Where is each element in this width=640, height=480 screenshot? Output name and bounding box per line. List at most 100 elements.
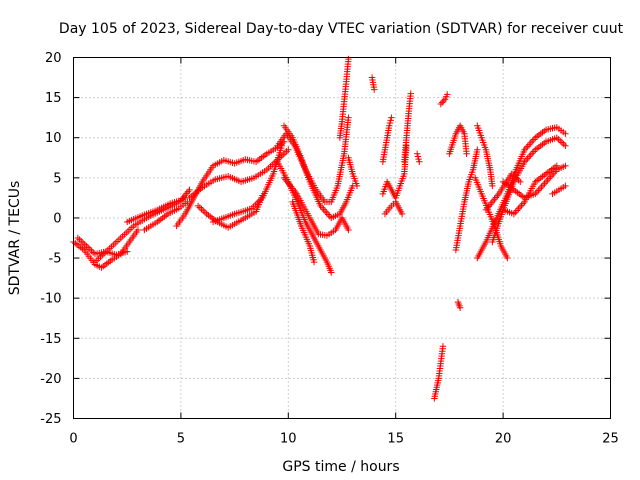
series-track-25 bbox=[446, 122, 470, 157]
data-point bbox=[407, 90, 414, 97]
data-point bbox=[283, 148, 290, 155]
series-track-27 bbox=[454, 298, 464, 311]
data-point bbox=[545, 175, 553, 182]
data-point bbox=[437, 100, 445, 108]
y-tick-label: -15 bbox=[40, 332, 61, 347]
data-point bbox=[547, 173, 554, 180]
series-track-13 bbox=[274, 158, 335, 276]
x-tick-label: 5 bbox=[177, 432, 185, 447]
data-point bbox=[527, 139, 534, 147]
series-track-04 bbox=[124, 186, 193, 226]
series-track-28 bbox=[474, 122, 496, 190]
series-track-22 bbox=[413, 150, 423, 165]
data-point bbox=[186, 186, 193, 194]
x-tick-label: 25 bbox=[602, 432, 619, 447]
plot-frame bbox=[73, 57, 611, 419]
data-point bbox=[524, 155, 531, 162]
data-point bbox=[535, 187, 542, 194]
data-point bbox=[474, 146, 481, 153]
series-track-02 bbox=[74, 234, 131, 259]
x-tick-label: 20 bbox=[495, 432, 512, 447]
series-track-24 bbox=[437, 91, 451, 108]
data-point bbox=[398, 210, 406, 218]
series-track-23 bbox=[431, 343, 447, 402]
series-track-19 bbox=[379, 142, 410, 202]
data-point bbox=[538, 183, 545, 191]
data-point bbox=[444, 91, 451, 98]
series-track-21 bbox=[401, 90, 414, 165]
data-points bbox=[70, 55, 569, 402]
data-point bbox=[194, 202, 202, 210]
data-point bbox=[386, 119, 394, 127]
data-point bbox=[196, 204, 204, 211]
x-tick-label: 10 bbox=[280, 432, 297, 447]
data-point bbox=[387, 117, 394, 124]
data-point bbox=[345, 226, 352, 234]
data-point bbox=[562, 142, 569, 149]
y-tick-label: -20 bbox=[40, 372, 61, 387]
series-track-17 bbox=[368, 74, 378, 93]
data-point bbox=[413, 150, 421, 157]
data-point bbox=[326, 213, 333, 220]
data-point bbox=[328, 269, 335, 276]
data-point bbox=[321, 207, 329, 215]
series-track-33 bbox=[499, 162, 560, 218]
data-point bbox=[371, 86, 378, 93]
series-track-05 bbox=[141, 198, 191, 234]
data-point bbox=[285, 146, 292, 153]
data-point bbox=[415, 155, 422, 163]
series-track-14 bbox=[280, 174, 352, 239]
series-track-31 bbox=[489, 134, 569, 246]
data-point bbox=[134, 226, 142, 234]
data-point bbox=[184, 188, 192, 195]
data-point bbox=[201, 209, 209, 216]
data-point bbox=[345, 114, 352, 121]
y-tick-label: 15 bbox=[45, 91, 62, 106]
data-point bbox=[200, 207, 207, 214]
data-point bbox=[310, 258, 318, 266]
data-point bbox=[515, 205, 522, 212]
data-point bbox=[562, 162, 569, 169]
data-point bbox=[504, 254, 511, 262]
data-point bbox=[439, 343, 447, 350]
series-track-09 bbox=[209, 142, 286, 226]
data-point bbox=[536, 185, 544, 192]
y-tick-label: -5 bbox=[49, 252, 62, 267]
y-tick-label: 0 bbox=[53, 211, 61, 226]
data-point bbox=[560, 140, 567, 148]
data-point bbox=[529, 137, 536, 145]
series-track-10 bbox=[274, 114, 352, 206]
series-track-15 bbox=[289, 198, 318, 266]
data-point bbox=[198, 205, 205, 213]
data-point bbox=[525, 153, 533, 160]
y-tick-label: -10 bbox=[40, 292, 61, 307]
data-point bbox=[539, 182, 547, 189]
data-point bbox=[529, 149, 536, 157]
data-point bbox=[527, 151, 534, 159]
data-point bbox=[518, 202, 525, 209]
chart-title: Day 105 of 2023, Sidereal Day-to-day VTE… bbox=[59, 21, 624, 37]
series-track-34 bbox=[549, 182, 569, 198]
data-point bbox=[345, 55, 352, 63]
data-point bbox=[553, 162, 560, 169]
data-point bbox=[440, 97, 447, 105]
y-tick-label: 20 bbox=[45, 51, 62, 66]
data-point bbox=[557, 137, 564, 145]
data-point bbox=[541, 180, 548, 187]
y-axis-label: SDTVAR / TECUs bbox=[7, 181, 23, 296]
data-point bbox=[353, 182, 361, 190]
series-track-11 bbox=[336, 55, 352, 141]
data-point bbox=[124, 248, 131, 255]
series-track-30 bbox=[474, 124, 569, 262]
x-tick-label: 0 bbox=[69, 432, 77, 447]
data-point bbox=[489, 182, 496, 190]
series-track-26 bbox=[452, 146, 481, 254]
data-point bbox=[463, 150, 470, 157]
data-point bbox=[525, 141, 533, 148]
series-track-18 bbox=[379, 114, 395, 165]
data-point bbox=[562, 182, 569, 190]
series-track-16 bbox=[345, 154, 361, 190]
series-track-35 bbox=[482, 170, 524, 214]
data-point bbox=[90, 249, 97, 256]
